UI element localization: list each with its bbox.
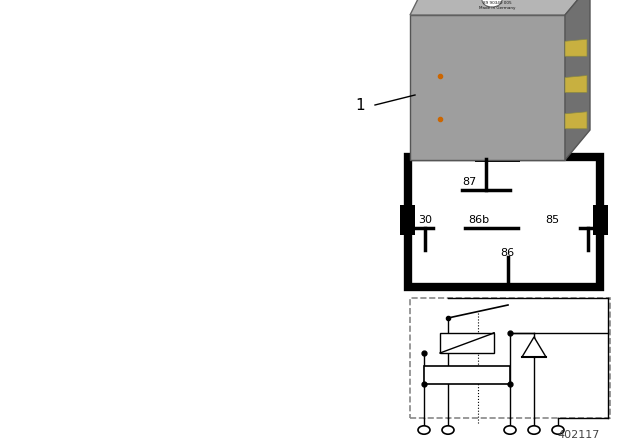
Circle shape [552, 426, 564, 434]
Bar [424, 366, 510, 384]
Polygon shape [565, 0, 590, 160]
Polygon shape [522, 337, 546, 357]
Circle shape [528, 426, 540, 434]
Circle shape [504, 426, 516, 434]
Circle shape [418, 426, 430, 434]
Bar [440, 333, 494, 353]
Polygon shape [565, 76, 587, 92]
Circle shape [482, 0, 502, 7]
Bar [410, 298, 610, 418]
Text: 61.36-1 391 377
89 90340 005
Made in Germany: 61.36-1 391 377 89 90340 005 Made in Ger… [479, 0, 515, 9]
Text: 402117: 402117 [557, 430, 600, 440]
Text: 30: 30 [418, 215, 432, 225]
Bar [408, 157, 600, 287]
Circle shape [442, 426, 454, 434]
Bar [593, 205, 608, 235]
Polygon shape [565, 39, 587, 56]
Text: 86b: 86b [468, 215, 489, 225]
Polygon shape [410, 0, 590, 15]
Text: 85: 85 [545, 215, 559, 225]
Bar [400, 205, 415, 235]
Polygon shape [565, 112, 587, 129]
Polygon shape [410, 15, 565, 160]
Bar [475, 150, 520, 162]
Text: 1: 1 [355, 98, 365, 112]
Text: 87: 87 [462, 177, 476, 187]
Text: 86: 86 [500, 248, 514, 258]
